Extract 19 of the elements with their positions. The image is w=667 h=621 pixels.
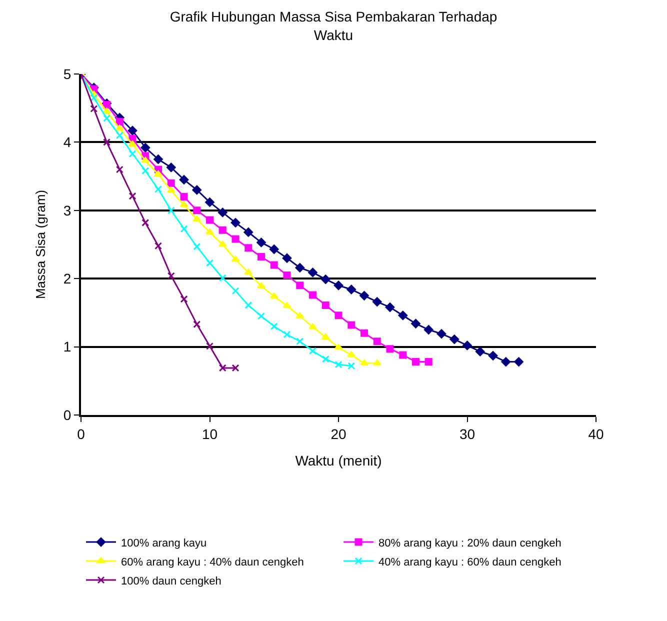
- x-tick-label: 0: [77, 426, 86, 442]
- x-tick-label: 30: [459, 426, 476, 442]
- legend-label: 100% arang kayu: [121, 537, 207, 550]
- y-tick-label: 1: [63, 338, 72, 355]
- y-tick-label: 4: [63, 134, 72, 150]
- x-tick-label: 20: [330, 426, 346, 442]
- x-tick-label: 10: [202, 426, 218, 442]
- chart-title: Grafik Hubungan Massa Sisa Pembakaran Terhadap Waktu: [170, 8, 498, 43]
- legend-label: 100% daun cengkeh: [121, 575, 222, 588]
- legend-label: 60% arang kayu : 40% daun cengkeh: [121, 556, 304, 568]
- x-axis-title: Waktu (menit): [295, 452, 382, 469]
- legend-label: 40% arang kayu : 60% daun cengkeh: [378, 556, 562, 568]
- y-tick-label: 2: [63, 270, 72, 286]
- x-tick-label: 40: [588, 426, 604, 442]
- y-tick-label: 3: [63, 202, 72, 218]
- y-tick-label: 0: [63, 406, 72, 423]
- legend-label: 80% arang kayu : 20% daun cengkeh: [378, 537, 562, 550]
- y-axis-title: Massa Sisa (gram): [32, 190, 48, 300]
- y-tick-label: 5: [63, 66, 72, 82]
